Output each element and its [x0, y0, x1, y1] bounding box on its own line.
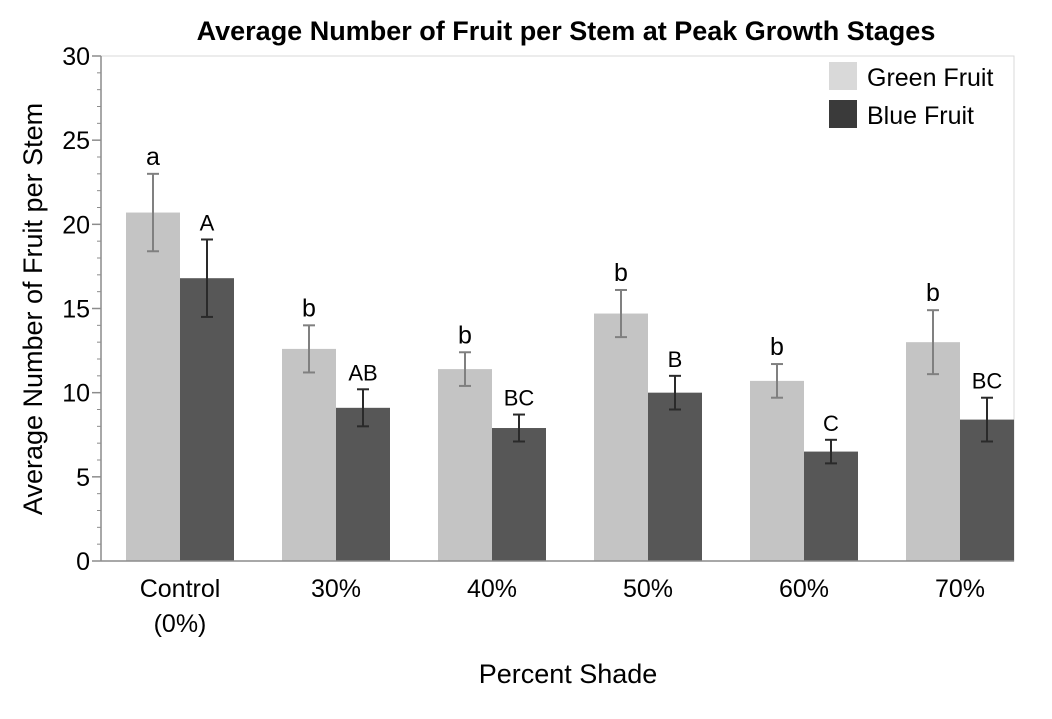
y-tick-label: 10 [62, 380, 90, 408]
x-tick-label: 50% [623, 575, 673, 603]
significance-label: B [668, 347, 683, 372]
legend-label: Green Fruit [867, 64, 993, 92]
x-tick-label: (0%) [154, 610, 207, 638]
y-tick-label: 0 [76, 548, 90, 576]
legend-swatch-blue [829, 100, 857, 128]
x-axis: Control (0%) 30% 40% 50% 60% 70% [140, 575, 985, 638]
significance-label: b [926, 279, 940, 307]
plot-frame [100, 55, 1015, 562]
significance-label: b [302, 294, 316, 322]
x-axis-title: Percent Shade [479, 659, 658, 689]
y-axis-title: Average Number of Fruit per Stem [18, 103, 48, 515]
significance-label: AB [348, 360, 377, 385]
significance-label: BC [504, 386, 535, 411]
significance-label: C [823, 411, 839, 436]
bars-layer: a Ab AB b BC b B b Cb BC [126, 143, 1014, 562]
bar-green [750, 380, 804, 561]
bar-green [126, 212, 180, 562]
y-tick-label: 15 [62, 296, 90, 324]
y-tick-label: 20 [62, 211, 90, 239]
significance-label: A [200, 210, 215, 235]
bar-blue [492, 428, 546, 561]
legend: Green Fruit Blue Fruit [829, 62, 993, 130]
significance-label: BC [972, 369, 1003, 394]
bar-green [906, 342, 960, 561]
x-tick-label: 70% [935, 575, 985, 603]
significance-label: a [146, 143, 160, 171]
bar-blue [336, 407, 390, 561]
legend-label: Blue Fruit [867, 102, 974, 130]
significance-label: b [614, 259, 628, 287]
y-tick-label: 5 [76, 464, 90, 492]
legend-swatch-green [829, 62, 857, 90]
bar-blue [804, 451, 858, 561]
y-tick-label: 30 [62, 43, 90, 71]
x-tick-label: Control [140, 575, 221, 603]
significance-label: b [770, 333, 784, 361]
chart-title: Average Number of Fruit per Stem at Peak… [197, 16, 936, 46]
significance-label: b [458, 321, 472, 349]
x-tick-label: 30% [311, 575, 361, 603]
bar-blue [960, 419, 1014, 561]
y-tick-label: 25 [62, 127, 90, 155]
bar-green [282, 348, 336, 561]
bar-green [594, 313, 648, 561]
y-axis: 0 5 10 15 20 25 30 [62, 43, 1014, 576]
bar-blue [180, 278, 234, 561]
bar-green [438, 369, 492, 561]
x-tick-label: 40% [467, 575, 517, 603]
bar-blue [648, 392, 702, 561]
x-tick-label: 60% [779, 575, 829, 603]
